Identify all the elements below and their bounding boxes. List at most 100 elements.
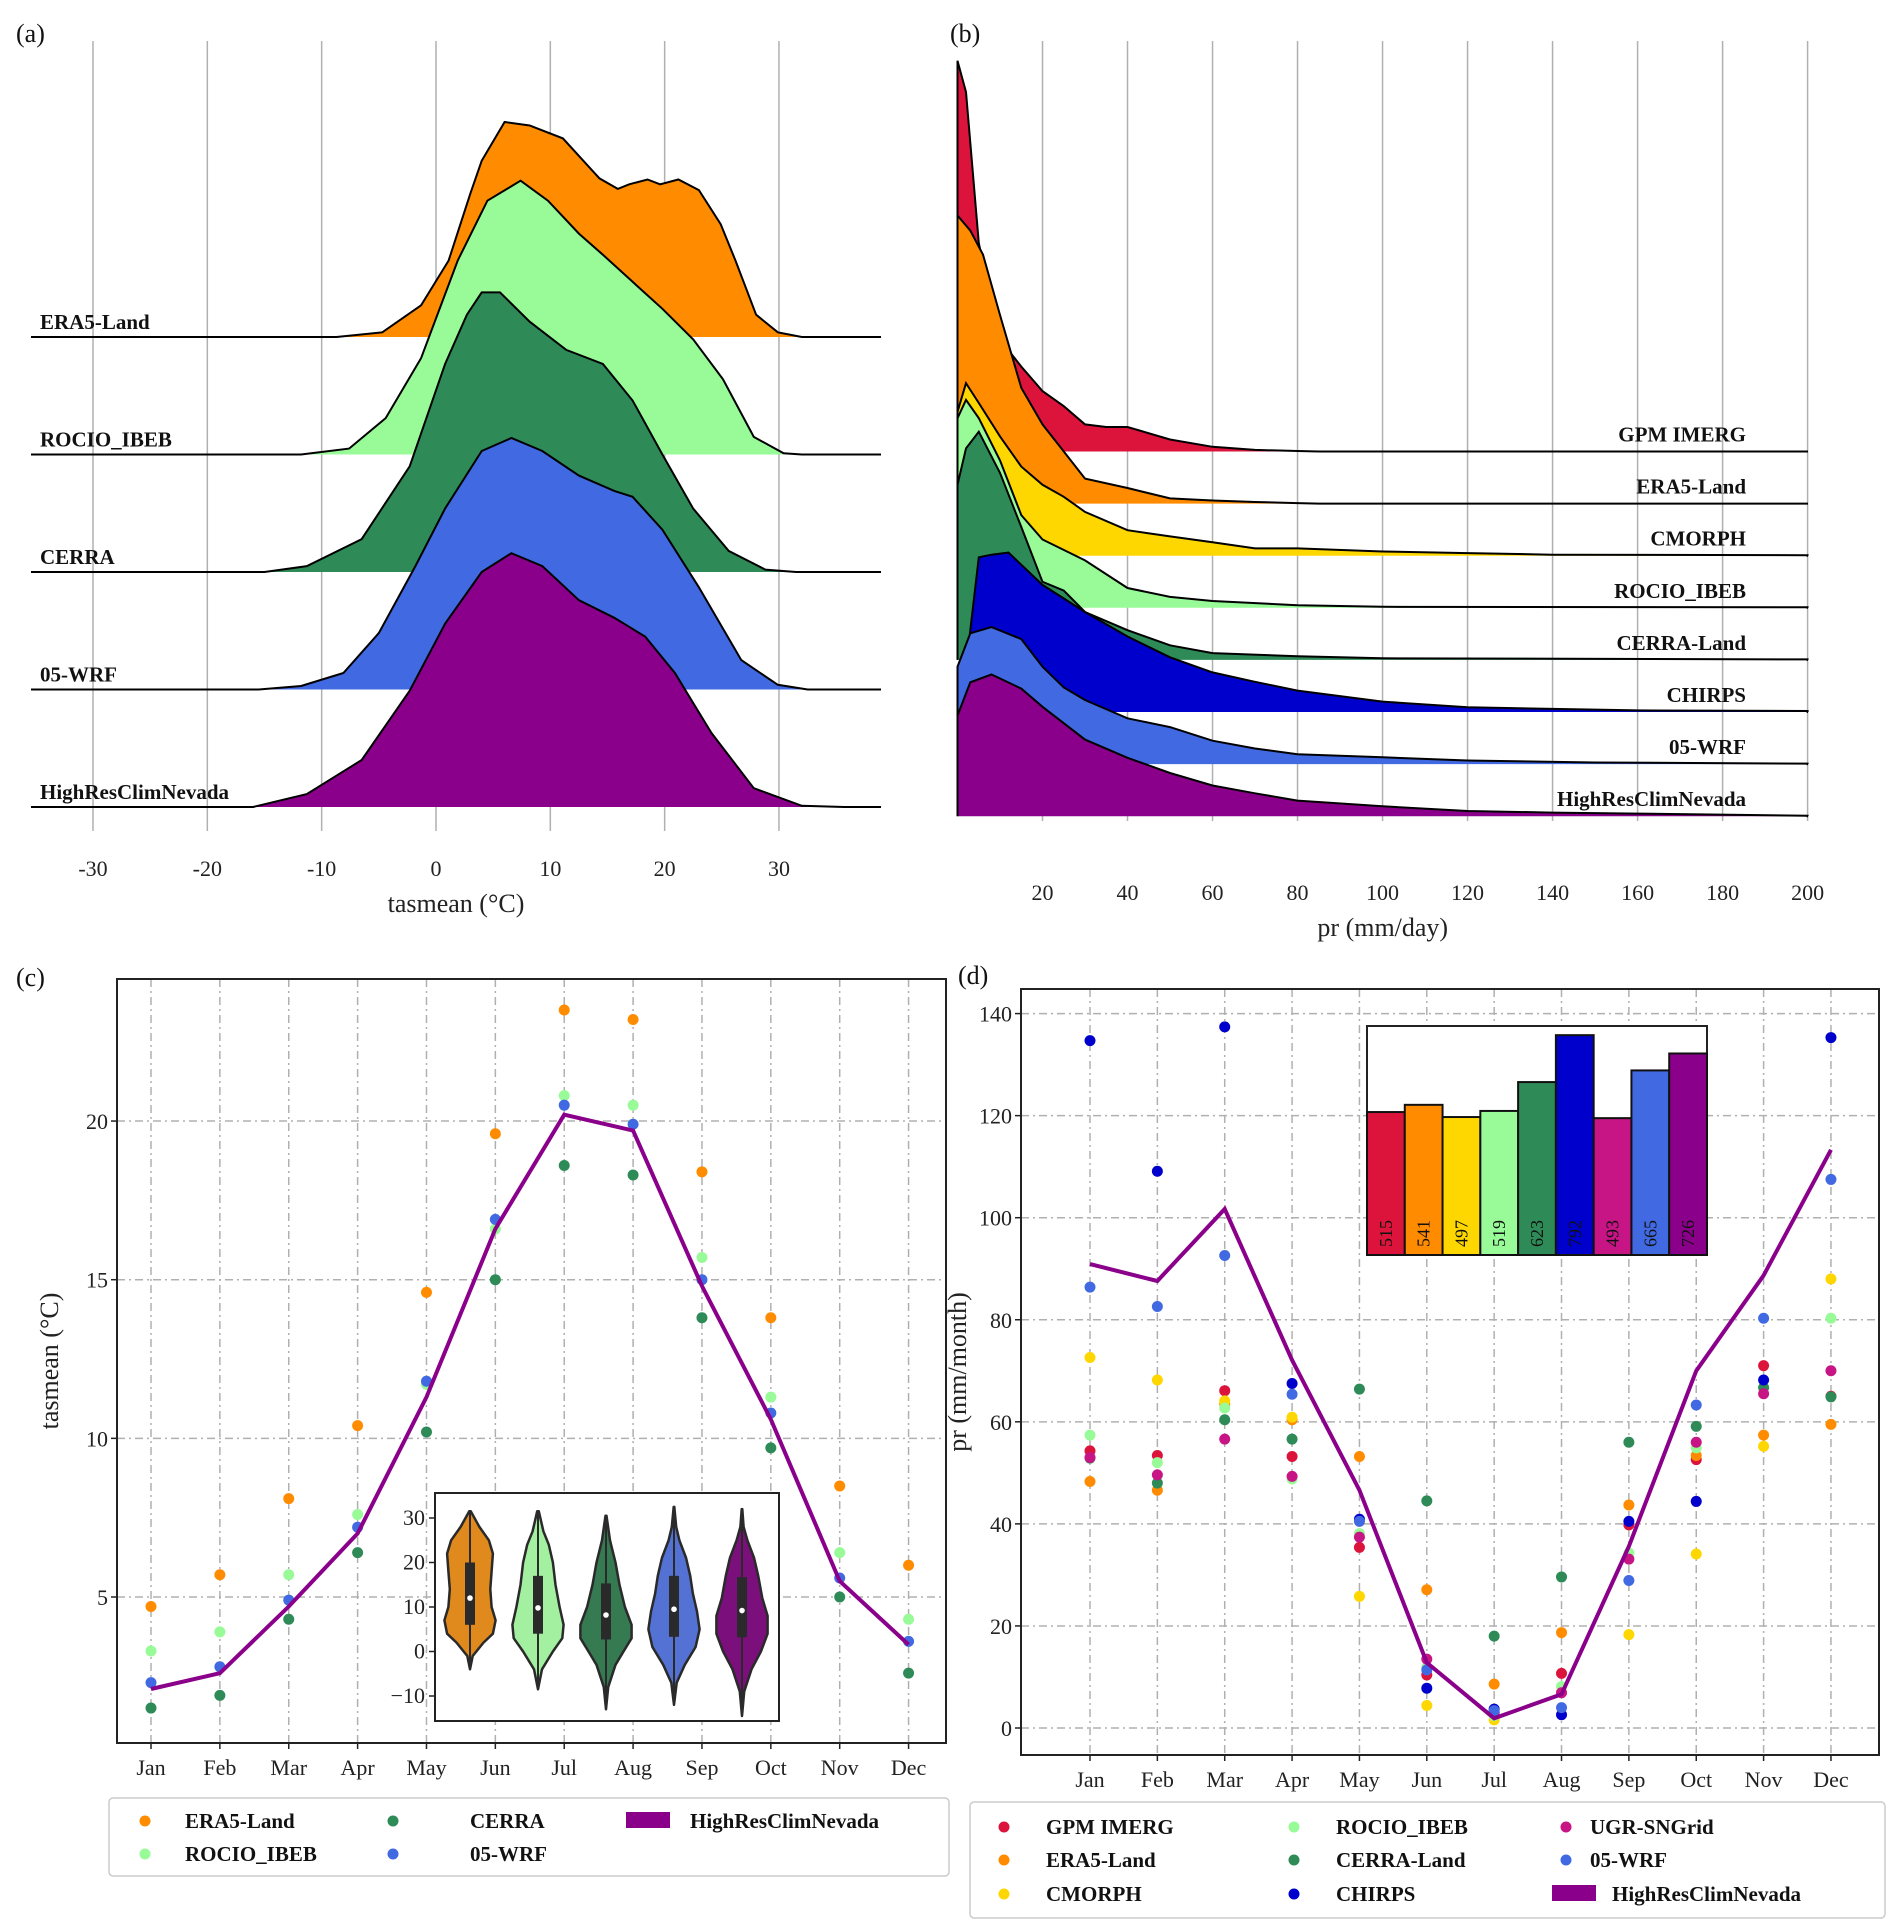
panel-label-b: (b) (950, 19, 980, 48)
x-tick-label: 30 (768, 856, 790, 881)
ridge-outline (31, 436, 881, 691)
violin-median (603, 1612, 609, 1618)
violin-iqr-box (601, 1583, 611, 1640)
data-point (696, 1312, 708, 1324)
legend-marker (1288, 1854, 1300, 1866)
data-point (214, 1689, 226, 1701)
ridge-fill (957, 60, 1808, 452)
data-point (1421, 1682, 1433, 1694)
violin-iqr-box (465, 1562, 475, 1625)
data-point (1421, 1700, 1433, 1712)
x-axis-label: tasmean (°C) (388, 889, 525, 918)
x-tick-label: Aug (614, 1755, 652, 1780)
series-line (1089, 1148, 1833, 1721)
data-point (1623, 1436, 1635, 1448)
ridge-fill (31, 553, 881, 807)
legend-marker (139, 1848, 151, 1860)
data-point (1488, 1678, 1500, 1690)
legend-label: ERA5-Land (185, 1809, 295, 1833)
bar-value-label: 792 (1565, 1220, 1585, 1247)
ridge-label: 05-WRF (40, 663, 117, 687)
x-tick-label: Jan (136, 1755, 165, 1780)
violin-iqr-box (669, 1575, 679, 1637)
legend-marker (1560, 1821, 1572, 1833)
x-tick-label: Aug (1543, 1767, 1581, 1792)
data-point (1690, 1495, 1702, 1507)
x-tick-label: Jun (480, 1755, 511, 1780)
x-tick-label: Sep (1612, 1767, 1645, 1792)
axes-frame (116, 978, 947, 1744)
legend: ERA5-Land ROCIO_IBEB CERRA 05-WRF HighResCli… (108, 1797, 950, 1877)
y-tick-label: 80 (990, 1308, 1012, 1333)
data-point (627, 1169, 639, 1181)
data-point (1488, 1630, 1500, 1642)
data-point (1623, 1629, 1635, 1641)
ridge-outline (31, 179, 881, 456)
legend-label: CMORPH (1046, 1882, 1142, 1906)
panel-c-monthly-temperature: 5 10 15 20 Jan Feb Mar Apr May Jun Jul Aug Sep Oct Nov… (35, 978, 950, 1877)
data-point (1825, 1312, 1837, 1324)
ridge-label: ROCIO_IBEB (1614, 579, 1746, 603)
ridge-fill (31, 180, 881, 455)
data-point (420, 1375, 432, 1387)
ridge-label: HighResClimNevada (40, 780, 230, 804)
data-point (214, 1626, 226, 1638)
data-point (1623, 1515, 1635, 1527)
data-point (1286, 1433, 1298, 1445)
legend-marker (387, 1815, 399, 1827)
data-point (1151, 1477, 1163, 1489)
x-tick-label: -20 (193, 856, 222, 881)
data-point (145, 1601, 157, 1613)
panel-d-monthly-precipitation: 0 20 40 60 80 100 120 140 Jan Feb Mar Apr May Jun Jul A… (943, 988, 1886, 1919)
data-point (352, 1509, 364, 1521)
data-point (1825, 1173, 1837, 1185)
legend-label: ROCIO_IBEB (1336, 1815, 1468, 1839)
data-point (1758, 1360, 1770, 1372)
y-tick-label: 0 (414, 1639, 425, 1664)
x-tick-label: 200 (1791, 880, 1824, 905)
axes-frame (1020, 988, 1880, 1756)
ridge-outline (31, 552, 881, 808)
data-point (1084, 1429, 1096, 1441)
data-point (1353, 1531, 1365, 1543)
legend-label: ROCIO_IBEB (185, 1842, 317, 1866)
data-point (627, 1099, 639, 1111)
data-point (1758, 1388, 1770, 1400)
bar-value-label: 726 (1678, 1220, 1698, 1247)
data-point (1151, 1165, 1163, 1177)
ridge-outline (31, 291, 881, 573)
data-point (1758, 1440, 1770, 1452)
data-point (352, 1420, 364, 1432)
legend-label: 05-WRF (470, 1842, 547, 1866)
legend: GPM IMERG ERA5-Land CMORPH ROCIO_IBEB CERRA-… (969, 1801, 1886, 1919)
y-tick-label: −10 (391, 1683, 425, 1708)
data-point (1084, 1352, 1096, 1364)
data-point (1286, 1470, 1298, 1482)
data-point (1758, 1429, 1770, 1441)
bar (1592, 1117, 1633, 1256)
panel-label-d: (d) (958, 961, 988, 990)
data-point (1690, 1548, 1702, 1560)
data-point (1084, 1452, 1096, 1464)
violin-iqr-box (533, 1575, 543, 1634)
data-point (283, 1613, 295, 1625)
bar-value-label: 665 (1640, 1220, 1660, 1247)
legend-label: CHIRPS (1336, 1882, 1415, 1906)
bar (1479, 1109, 1520, 1257)
ridge-fill (31, 438, 881, 690)
data-point (145, 1677, 157, 1689)
legend-label: 05-WRF (1590, 1848, 1667, 1872)
data-point (1353, 1515, 1365, 1527)
data-point (765, 1391, 777, 1403)
data-point (834, 1591, 846, 1603)
x-tick-label: Oct (1680, 1767, 1712, 1792)
data-point (558, 1099, 570, 1111)
data-point (1758, 1312, 1770, 1324)
ridge-label: CERRA-Land (1616, 631, 1746, 655)
x-tick-label: Jul (1481, 1767, 1507, 1792)
x-tick-label: Sep (685, 1755, 718, 1780)
data-point (1556, 1667, 1568, 1679)
violin-inset: −10 0 10 20 30 (391, 1492, 780, 1722)
ridge-fill (31, 122, 881, 337)
